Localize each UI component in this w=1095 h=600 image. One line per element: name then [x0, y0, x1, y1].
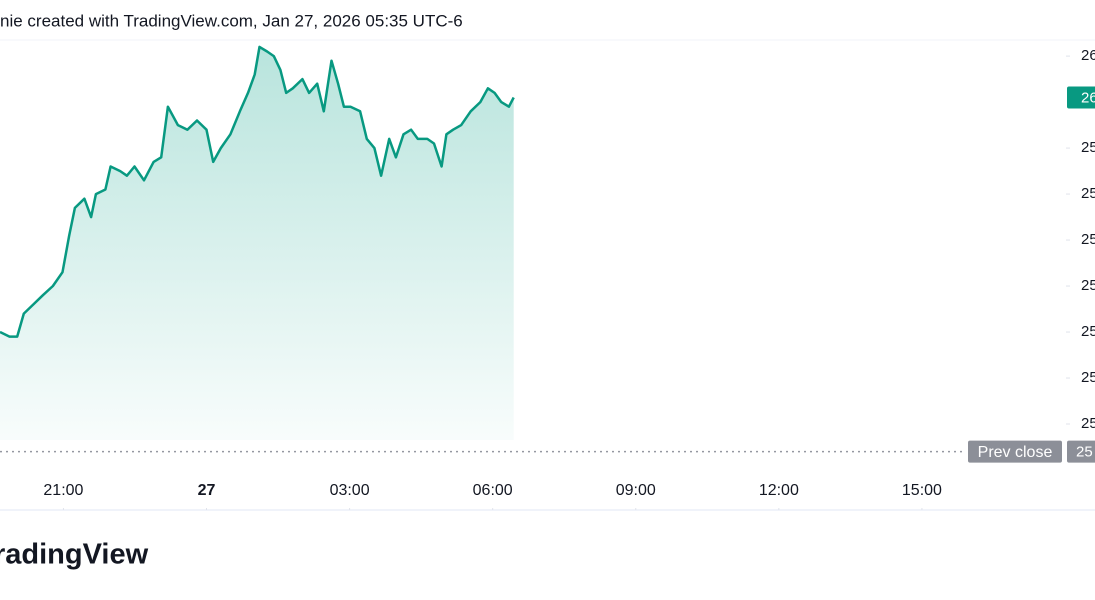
prev-close-price: 25: [1076, 444, 1093, 461]
x-tick-label: 09:00: [616, 482, 656, 499]
x-tick-label: 06:00: [473, 482, 513, 499]
x-tick-label: 15:00: [902, 482, 942, 499]
prev-close-label: Prev close: [978, 444, 1053, 461]
price-line: [0, 45, 515, 338]
y-tick-label: 25: [1081, 231, 1095, 248]
y-tick-label: 25: [1081, 323, 1095, 340]
x-tick-label: 12:00: [759, 482, 799, 499]
x-tick-label: 27: [198, 482, 216, 499]
brand-logo: radingView: [0, 539, 149, 571]
last-price-label: 26: [1081, 89, 1095, 106]
y-tick-label: 25: [1081, 369, 1095, 386]
prev-close-badge: [968, 440, 1062, 463]
last-price-badge: [1067, 86, 1095, 109]
area-fill: [0, 46, 514, 441]
prev-close-price-badge: [1067, 440, 1095, 463]
y-tick-label: 26: [1081, 47, 1095, 64]
y-tick-label: 25: [1081, 185, 1095, 202]
y-tick-label: 25: [1081, 139, 1095, 156]
x-tick-label: 03:00: [330, 482, 370, 499]
y-tick-label: 25: [1081, 415, 1095, 432]
y-tick-label: 25: [1081, 277, 1095, 294]
x-tick-label: 21:00: [43, 482, 83, 499]
header-caption: nie created with TradingView.com, Jan 27…: [0, 11, 463, 30]
